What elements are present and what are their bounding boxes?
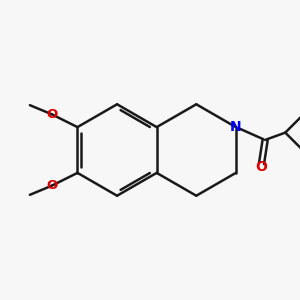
Text: N: N (230, 120, 242, 134)
Text: O: O (46, 108, 58, 121)
Text: O: O (256, 160, 267, 174)
Text: O: O (46, 179, 58, 192)
